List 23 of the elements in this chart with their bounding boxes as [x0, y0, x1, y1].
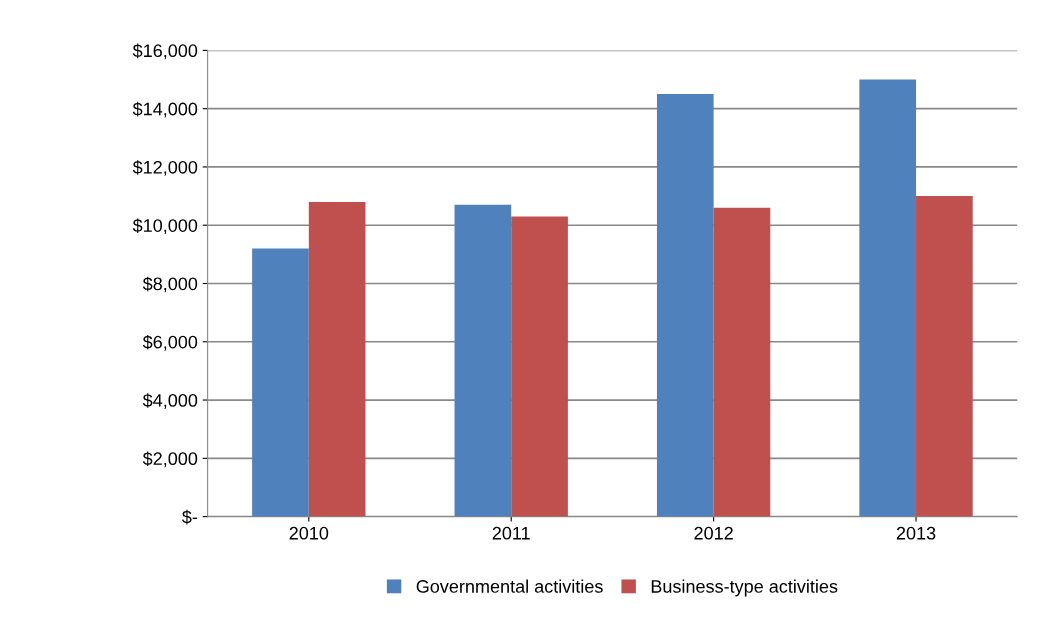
y-tick-label: $4,000: [142, 393, 198, 409]
bar: [454, 204, 512, 517]
legend-label: Business-type activities: [651, 579, 838, 597]
y-tick-label: $10,000: [132, 218, 198, 235]
x-tick-label: 2011: [492, 526, 530, 540]
bar: [859, 79, 917, 517]
x-tick-label: 2010: [289, 526, 329, 540]
bar: [308, 201, 366, 517]
x-tick-label: 2012: [694, 526, 733, 540]
y-tick-label: $8,000: [142, 276, 198, 293]
y-tick-label: $6,000: [142, 334, 198, 351]
bar: [916, 196, 973, 517]
bar: [656, 94, 714, 517]
legend-label: Governmental activities: [416, 579, 603, 593]
bar: [713, 207, 771, 517]
y-tick-label: $12,000: [132, 160, 198, 176]
y-tick-label: $2,000: [142, 451, 198, 468]
bar: [252, 248, 309, 517]
y-tick-label: $-: [182, 509, 198, 525]
y-tick-label: $16,000: [132, 43, 198, 60]
y-tick-label: $14,000: [132, 101, 198, 118]
bar: [511, 216, 568, 517]
x-tick-label: 2013: [896, 526, 936, 540]
